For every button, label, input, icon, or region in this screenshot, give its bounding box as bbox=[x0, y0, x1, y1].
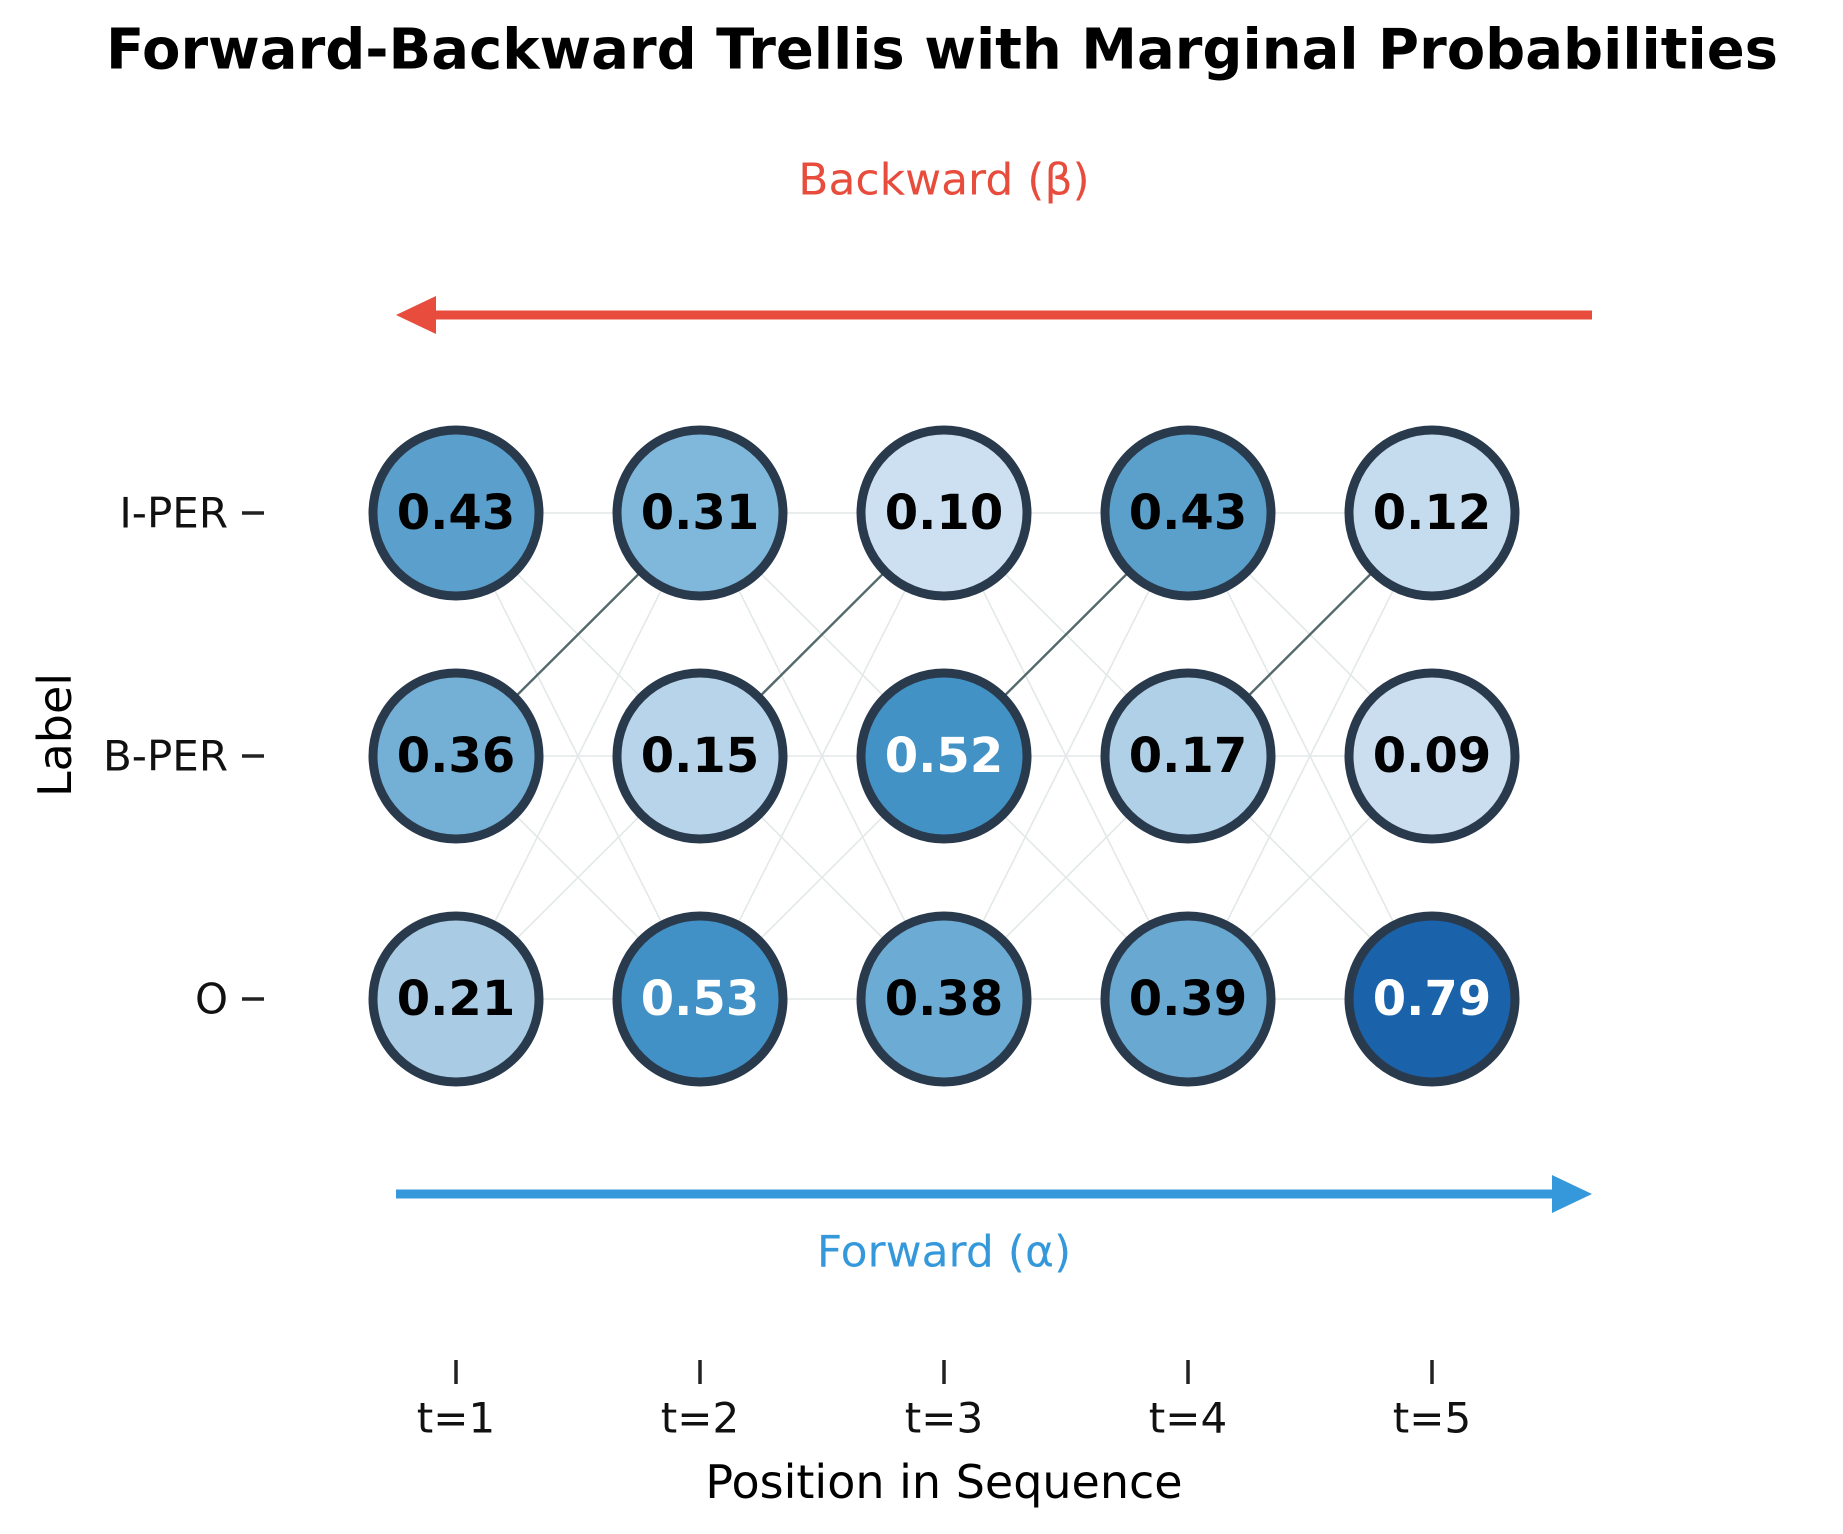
backward-arrow bbox=[396, 296, 1592, 334]
trellis-node bbox=[856, 425, 1032, 601]
trellis-node bbox=[368, 668, 544, 844]
trellis-node bbox=[1344, 911, 1520, 1087]
trellis-node bbox=[1344, 668, 1520, 844]
trellis-node bbox=[612, 668, 788, 844]
y-axis-label: Label bbox=[28, 673, 82, 797]
trellis-nodes-layer: 0.43 0.31 0.10 0.43 0.12 0.36 0.15 0.52 0.17 0.09… bbox=[368, 425, 1520, 1087]
node-value: 0.15 bbox=[641, 728, 759, 784]
forward-arrow bbox=[396, 1175, 1592, 1213]
node-value: 0.09 bbox=[1373, 728, 1491, 784]
x-tick-label: t=1 bbox=[417, 1394, 495, 1443]
node-value: 0.31 bbox=[641, 485, 759, 541]
trellis-edge bbox=[1187, 512, 1433, 1000]
x-tick-label: t=4 bbox=[1149, 1394, 1227, 1443]
x-axis: t=1 t=2 t=3 t=4 t=5 bbox=[417, 1360, 1471, 1443]
node-value: 0.52 bbox=[885, 728, 1003, 784]
x-tick-label: t=5 bbox=[1393, 1394, 1471, 1443]
chart-title: Forward-Backward Trellis with Marginal P… bbox=[106, 18, 1778, 83]
node-value: 0.43 bbox=[397, 485, 515, 541]
x-tick-label: t=3 bbox=[905, 1394, 983, 1443]
trellis-node bbox=[1100, 668, 1276, 844]
node-value: 0.12 bbox=[1373, 485, 1491, 541]
trellis-node bbox=[1100, 911, 1276, 1087]
trellis-edge bbox=[699, 512, 945, 1000]
node-value: 0.17 bbox=[1129, 728, 1247, 784]
forward-arrowhead-icon bbox=[1552, 1175, 1592, 1213]
trellis-node bbox=[856, 668, 1032, 844]
trellis-node bbox=[368, 425, 544, 601]
trellis-node bbox=[1344, 425, 1520, 601]
trellis-node bbox=[612, 911, 788, 1087]
trellis-edge bbox=[455, 512, 701, 1000]
node-value: 0.10 bbox=[885, 485, 1003, 541]
node-value: 0.39 bbox=[1129, 971, 1247, 1027]
node-value: 0.79 bbox=[1373, 971, 1491, 1027]
trellis-node bbox=[612, 425, 788, 601]
trellis-node bbox=[368, 911, 544, 1087]
node-value: 0.21 bbox=[397, 971, 515, 1027]
x-tick-label: t=2 bbox=[661, 1394, 739, 1443]
trellis-node bbox=[856, 911, 1032, 1087]
node-value: 0.53 bbox=[641, 971, 759, 1027]
forward-label: Forward (α) bbox=[817, 1227, 1071, 1278]
y-tick-label: I-PER bbox=[119, 489, 228, 538]
node-value: 0.36 bbox=[397, 728, 515, 784]
trellis-node bbox=[1100, 425, 1276, 601]
y-tick-label: O bbox=[195, 975, 228, 1024]
y-tick-label: B-PER bbox=[103, 732, 228, 781]
node-value: 0.38 bbox=[885, 971, 1003, 1027]
trellis-edge bbox=[943, 512, 1189, 1000]
x-axis-label: Position in Sequence bbox=[705, 1455, 1182, 1509]
backward-arrowhead-icon bbox=[396, 296, 436, 334]
backward-label: Backward (β) bbox=[798, 155, 1089, 206]
y-axis: I-PER B-PER O bbox=[103, 489, 264, 1024]
node-value: 0.43 bbox=[1129, 485, 1247, 541]
